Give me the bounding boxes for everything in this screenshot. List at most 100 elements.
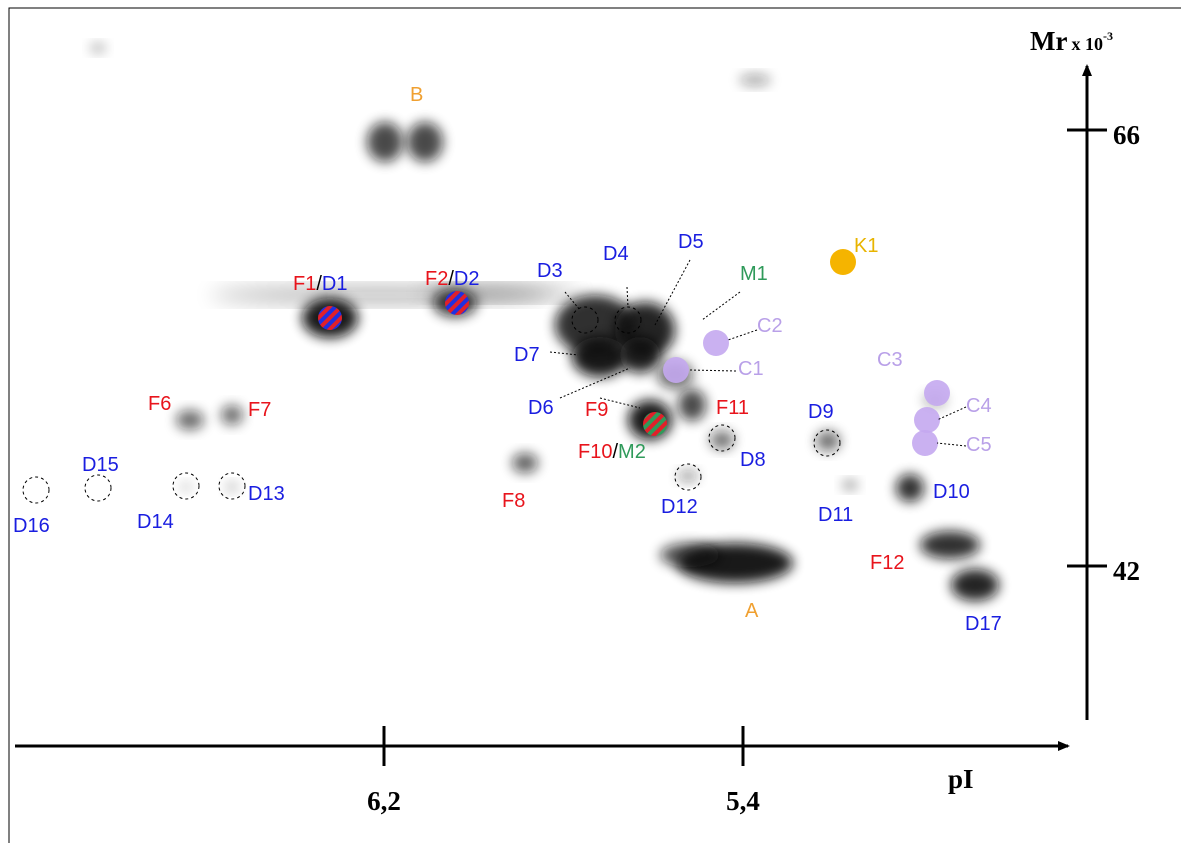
spot-label: F2/D2 (425, 268, 479, 290)
spot-label-part: A (745, 600, 759, 622)
spot-label: D17 (965, 613, 1002, 635)
gel-spot (842, 480, 858, 490)
spot-label: F11 (716, 397, 749, 419)
dashed-marker (674, 463, 702, 491)
gel-spot (407, 122, 443, 162)
spot-label: D6 (528, 397, 554, 419)
spot-label: D11 (818, 504, 853, 526)
spot-label: D13 (248, 483, 285, 505)
x-axis-title: pI (948, 764, 974, 794)
spot-label-part: D14 (137, 511, 174, 533)
spot-label: F8 (502, 490, 525, 512)
gel-spot (555, 295, 635, 355)
leader-line (654, 259, 691, 326)
gel-spot (572, 337, 628, 377)
leader-line (936, 406, 967, 421)
striped-marker (318, 306, 342, 330)
striped-marker (445, 291, 469, 315)
leader-line (599, 397, 641, 409)
spot-label-part: D10 (933, 481, 970, 503)
spot-label: D9 (808, 401, 834, 423)
spot-label-part: F6 (148, 393, 171, 415)
gel-spot (920, 531, 980, 559)
spot-label-part: C3 (877, 349, 903, 371)
gel-spot (660, 543, 720, 567)
gel-spot (678, 389, 706, 421)
y-axis-title: Mr x 10-3 (1030, 26, 1113, 56)
gel-spots (90, 43, 999, 601)
dashed-marker (172, 472, 200, 500)
spot-label: D7 (514, 344, 540, 366)
dashed-marker (218, 472, 246, 500)
spot-label-part: D12 (661, 496, 698, 518)
spot-label: A (745, 600, 759, 622)
spot-label: D4 (603, 243, 629, 265)
spot-label: F9 (585, 399, 608, 421)
spot-markers (22, 249, 967, 504)
spot-label-part: D6 (528, 397, 554, 419)
spot-label-part: C5 (966, 434, 992, 456)
spot-label: C4 (966, 395, 992, 417)
c-marker (914, 407, 940, 433)
c-marker (912, 430, 938, 456)
leader-line (727, 329, 758, 341)
spot-label-part: F2 (425, 268, 448, 290)
spot-label: D12 (661, 496, 698, 518)
spot-label-part: F1 (293, 273, 316, 295)
spot-label-part: D9 (808, 401, 834, 423)
spot-label-part: D15 (82, 454, 119, 476)
x-tick-label: 5,4 (726, 786, 760, 816)
spot-label-part: F12 (870, 552, 904, 574)
spot-label: F1/D1 (293, 273, 347, 295)
gel-spot (225, 482, 239, 492)
gel-spot (896, 474, 924, 502)
spot-label: C2 (757, 315, 783, 337)
spot-label-part: D16 (13, 515, 50, 537)
spot-label: D5 (678, 231, 704, 253)
y-title-main: Mr (1030, 26, 1067, 56)
spot-label: D3 (537, 260, 563, 282)
gel-spot (678, 470, 698, 482)
spot-label: D14 (137, 511, 174, 533)
spot-label: D8 (740, 449, 766, 471)
leader-line (689, 369, 737, 372)
spot-label-part: D1 (322, 273, 348, 295)
dashed-marker (708, 424, 736, 452)
spot-label-part: D7 (514, 344, 540, 366)
spot-label-part: F9 (585, 399, 608, 421)
dashed-marker (84, 474, 112, 502)
axes (15, 64, 1107, 766)
spot-label-part: D13 (248, 483, 285, 505)
gel-spot (710, 431, 734, 449)
c-marker (703, 330, 729, 356)
gel-spot (367, 122, 403, 162)
spot-label-part: D2 (454, 268, 480, 290)
c-marker (663, 357, 689, 383)
spot-label: F10/M2 (578, 441, 646, 463)
spot-label: C1 (738, 358, 764, 380)
spot-label: F12 (870, 552, 904, 574)
spot-label: K1 (854, 235, 878, 257)
gel-spot (176, 410, 204, 430)
gel-spot (512, 453, 538, 473)
spot-label-part: C2 (757, 315, 783, 337)
spot-label: C3 (877, 349, 903, 371)
spot-label-part: D5 (678, 231, 704, 253)
gel-spot (620, 337, 660, 373)
leader-line (549, 351, 579, 356)
gel-spot (90, 43, 106, 53)
spot-label: D10 (933, 481, 970, 503)
spot-label-part: / (448, 268, 454, 290)
striped-marker (643, 412, 667, 436)
gel-spot (816, 431, 840, 451)
spot-label-part: F11 (716, 397, 749, 419)
k1-marker (830, 249, 856, 275)
spot-label: D16 (13, 515, 50, 537)
spot-label-part: K1 (854, 235, 878, 257)
leader-line (559, 367, 631, 399)
dashed-marker (571, 306, 599, 334)
spot-label-part: C4 (966, 395, 992, 417)
dashed-marker (22, 476, 50, 504)
